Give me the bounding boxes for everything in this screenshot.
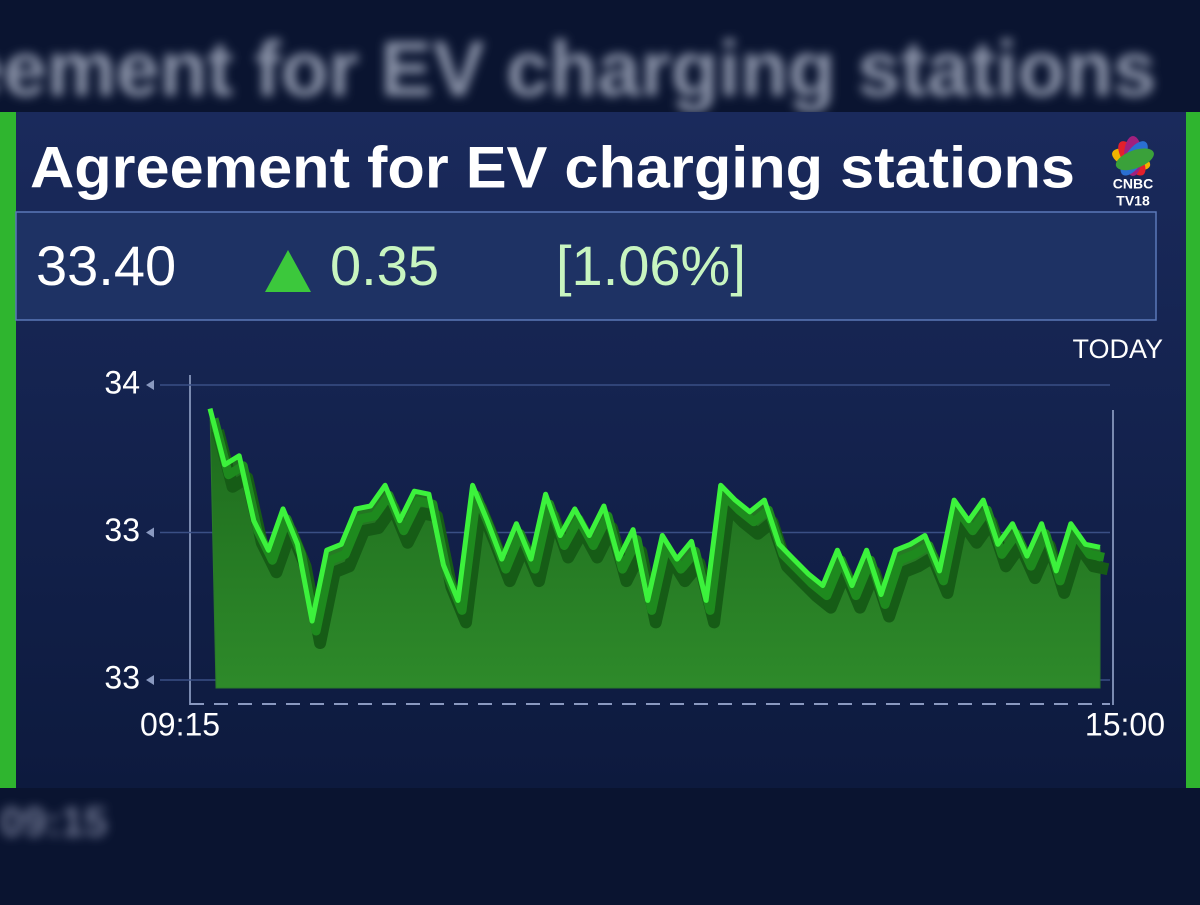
logo: CNBC TV18 <box>1112 136 1154 209</box>
tick-arrow <box>146 380 154 390</box>
tick-arrow <box>146 527 154 538</box>
x-tick-label: 15:00 <box>1085 706 1165 742</box>
side-bar <box>1186 112 1200 788</box>
y-tick-label: 33 <box>104 512 140 548</box>
y-tick-label: 33 <box>104 659 140 695</box>
x-tick-label: 09:15 <box>140 706 220 742</box>
blurred-time: 09:15 <box>0 798 107 845</box>
logo-text: TV18 <box>1116 193 1150 209</box>
tick-arrow <box>146 675 154 685</box>
blurred-title: eement for EV charging stations <box>0 25 1156 113</box>
logo-text: CNBC <box>1113 176 1153 192</box>
change-pct: [1.06%] <box>556 234 746 297</box>
range-label: TODAY <box>1072 334 1163 364</box>
y-tick-label: 34 <box>104 364 140 400</box>
line-depth <box>209 417 1105 636</box>
side-bar <box>0 112 16 788</box>
line <box>207 407 1101 624</box>
price: 33.40 <box>36 234 176 297</box>
up-arrow <box>265 250 311 292</box>
quote-box <box>15 211 1157 321</box>
change: 0.35 <box>330 234 439 297</box>
title: Agreement for EV charging stations <box>30 135 1075 200</box>
line-shadow <box>212 429 1110 649</box>
